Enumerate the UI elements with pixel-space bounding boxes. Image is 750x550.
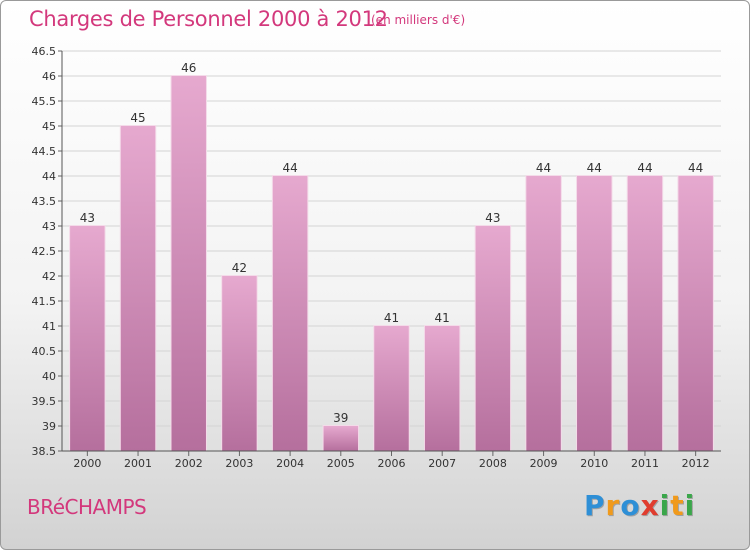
bar — [374, 326, 409, 451]
bar — [323, 426, 359, 451]
logo-letter: P — [584, 489, 606, 522]
commune-name: BRéCHAMPS — [27, 495, 147, 519]
bar — [678, 176, 713, 451]
logo-letter: t — [670, 489, 685, 522]
x-tick-label: 2011 — [631, 457, 659, 470]
x-tick-labels: 2000 2001 2002 2003 2004 2005 2006 2007 2008 2009… — [73, 457, 709, 470]
y-tick-label: 44.5 — [32, 145, 57, 158]
bars — [69, 75, 714, 451]
logo-letter: i — [684, 489, 696, 522]
x-tick-label: 2001 — [124, 457, 152, 470]
bar — [222, 276, 257, 451]
y-tick-label: 40.5 — [32, 345, 57, 358]
x-tick-label: 2009 — [530, 457, 558, 470]
proxiti-logo: Proxiti — [584, 489, 695, 522]
chart-subtitle: (en milliers d'€) — [371, 13, 466, 27]
y-tick-label: 39 — [42, 420, 56, 433]
bar — [627, 176, 663, 451]
bar — [475, 226, 511, 451]
bar — [424, 326, 460, 451]
data-label: 44 — [637, 161, 652, 175]
y-tick-label: 44 — [42, 170, 56, 183]
y-tick-label: 40 — [42, 370, 56, 383]
y-tick-label: 42 — [42, 270, 56, 283]
y-tick-label: 43.5 — [32, 195, 57, 208]
data-label: 44 — [587, 161, 602, 175]
logo-letter: o — [620, 489, 641, 522]
data-label: 41 — [384, 311, 399, 325]
x-tick-label: 2005 — [327, 457, 355, 470]
x-tick-label: 2002 — [175, 457, 203, 470]
logo-letter: r — [605, 489, 621, 522]
x-tick-label: 2007 — [428, 457, 456, 470]
y-tick-label: 45.5 — [32, 95, 57, 108]
bar — [526, 176, 561, 451]
bar — [272, 176, 308, 451]
data-label: 46 — [181, 61, 196, 75]
y-tick-label: 39.5 — [32, 395, 57, 408]
x-tick-label: 2008 — [479, 457, 507, 470]
chart-title: Charges de Personnel 2000 à 2012 — [29, 7, 388, 31]
x-tick-label: 2004 — [276, 457, 304, 470]
x-tick-label: 2010 — [580, 457, 608, 470]
logo-letter: x — [640, 489, 660, 522]
data-label: 41 — [435, 311, 450, 325]
data-label: 44 — [536, 161, 551, 175]
logo-letter: i — [659, 489, 671, 522]
y-tick-label: 43 — [42, 220, 56, 233]
data-label: 42 — [232, 261, 247, 275]
x-tick-label: 2003 — [225, 457, 253, 470]
data-label: 43 — [485, 211, 500, 225]
x-tick-label: 2000 — [73, 457, 101, 470]
data-label: 39 — [333, 411, 348, 425]
y-tick-label: 42.5 — [32, 245, 57, 258]
y-tick-label: 41.5 — [32, 295, 57, 308]
bar — [171, 76, 206, 451]
x-tick-label: 2012 — [682, 457, 710, 470]
y-tick-label: 45 — [42, 120, 56, 133]
y-tick-label: 38.5 — [32, 445, 57, 458]
data-labels: 43 45 46 42 44 39 41 41 43 44 44 44 44 — [80, 61, 704, 425]
data-label: 45 — [130, 111, 145, 125]
bar — [577, 176, 612, 451]
y-tick-labels: 38.5 39 39.5 40 40.5 41 41.5 42 42.5 43 43.5 44 44.5… — [32, 45, 57, 458]
x-tick-label: 2006 — [378, 457, 406, 470]
y-tick-label: 46.5 — [32, 45, 57, 58]
bar — [70, 226, 105, 451]
bar — [120, 126, 156, 451]
data-label: 43 — [80, 211, 95, 225]
y-tick-label: 46 — [42, 70, 56, 83]
data-label: 44 — [282, 161, 297, 175]
axes — [61, 51, 721, 456]
data-label: 44 — [688, 161, 703, 175]
y-tick-label: 41 — [42, 320, 56, 333]
